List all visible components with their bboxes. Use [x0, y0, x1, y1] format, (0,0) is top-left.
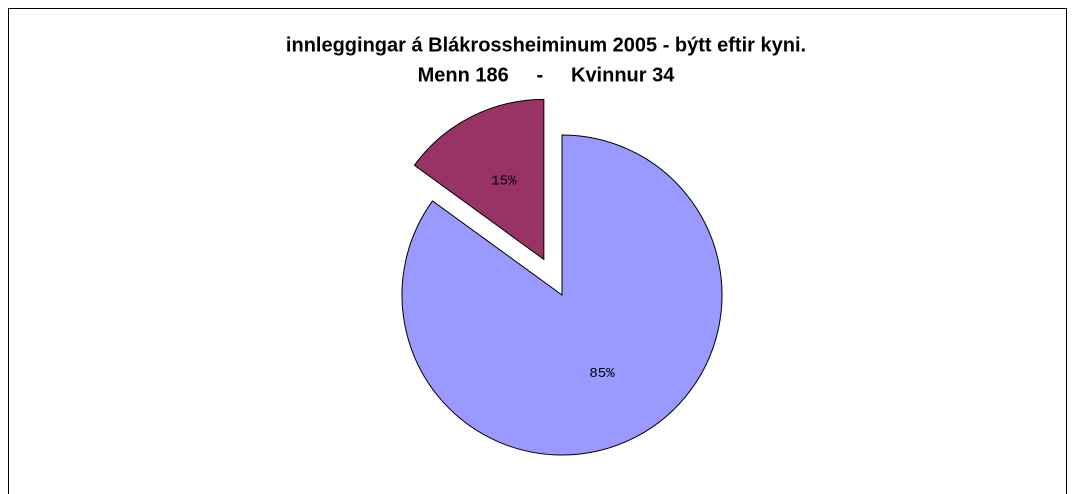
slice-label: 15%: [491, 174, 517, 190]
pie-slice: [413, 98, 545, 261]
slice-label: 85%: [589, 366, 615, 382]
pie-slice: [401, 134, 723, 456]
chart-title: innleggingar á Blákrossheiminum 2005 - b…: [286, 34, 806, 56]
chart-subtitle: Menn 186 - Kvinnur 34: [418, 64, 676, 86]
